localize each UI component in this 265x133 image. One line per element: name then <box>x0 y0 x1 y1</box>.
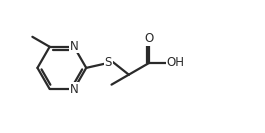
Text: N: N <box>70 40 78 53</box>
Text: O: O <box>145 32 154 45</box>
Text: S: S <box>105 56 112 69</box>
Text: N: N <box>70 83 78 96</box>
Text: OH: OH <box>166 56 184 69</box>
